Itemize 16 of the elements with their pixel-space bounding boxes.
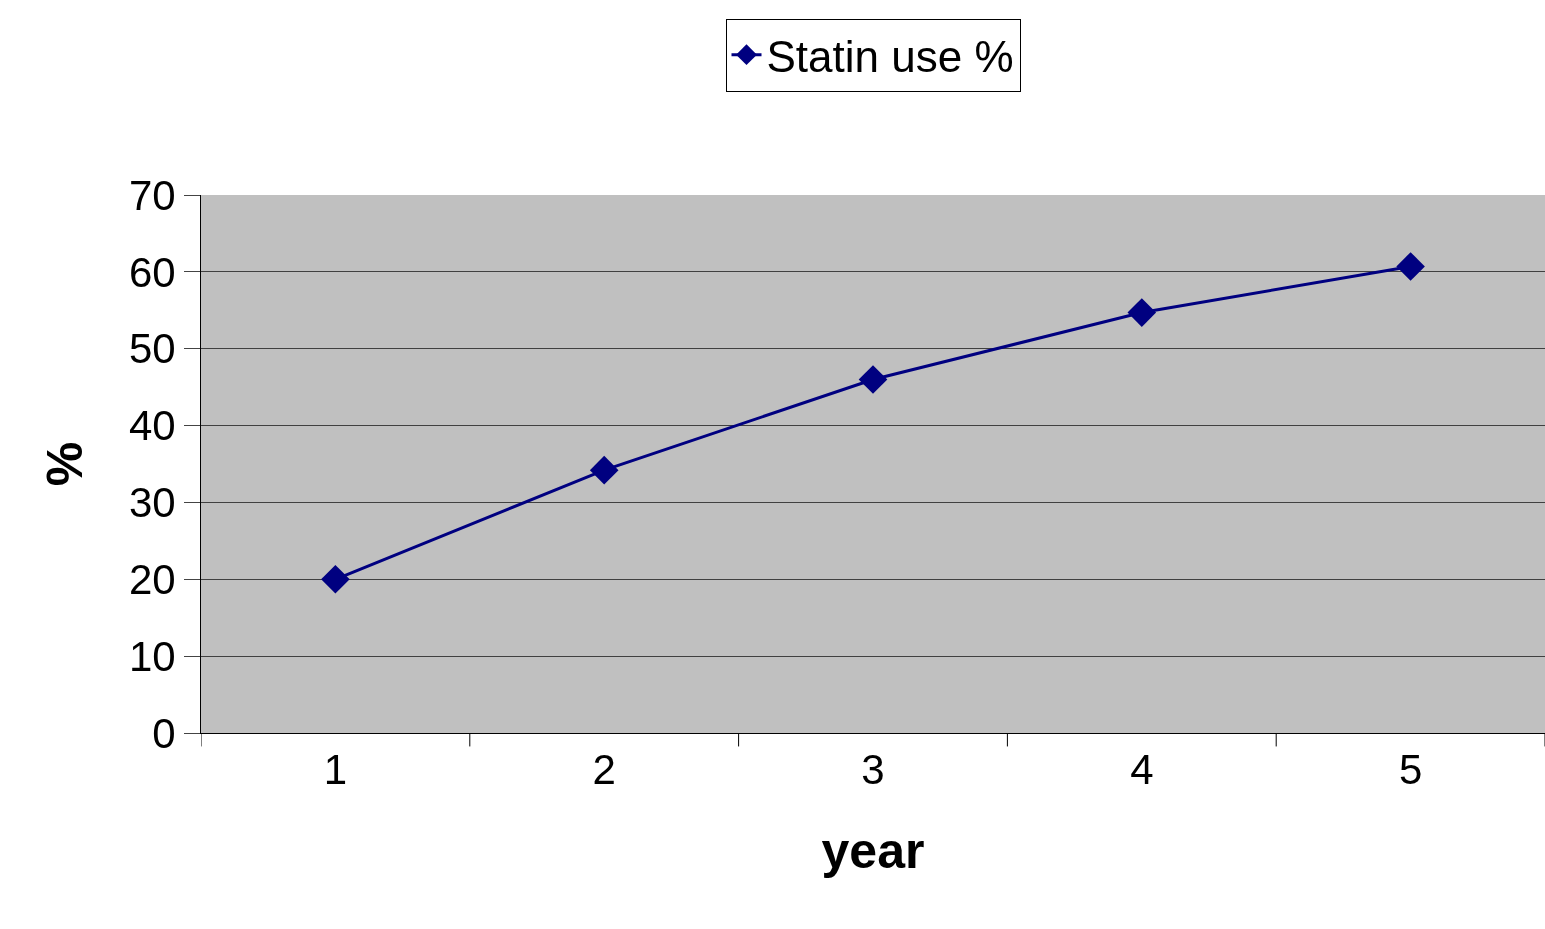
y-tick-label: 60: [128, 248, 176, 296]
y-tick-label: 10: [128, 632, 176, 680]
y-axis-title: %: [36, 441, 93, 487]
y-tick-label: 20: [128, 555, 176, 603]
x-tick-label: 4: [1130, 746, 1154, 794]
y-tick-label: 50: [128, 325, 176, 373]
y-tick-label: 0: [152, 709, 176, 757]
legend-label: Statin use %: [766, 31, 1014, 81]
x-tick-label: 1: [323, 746, 348, 794]
x-axis-title: year: [821, 822, 925, 879]
x-tick-label: 3: [861, 746, 885, 794]
y-tick-label: 70: [128, 171, 176, 219]
y-tick-label: 30: [128, 479, 176, 527]
x-tick-label: 2: [592, 746, 616, 794]
y-tick-label: 40: [128, 402, 176, 450]
x-tick-label: 5: [1398, 746, 1423, 794]
